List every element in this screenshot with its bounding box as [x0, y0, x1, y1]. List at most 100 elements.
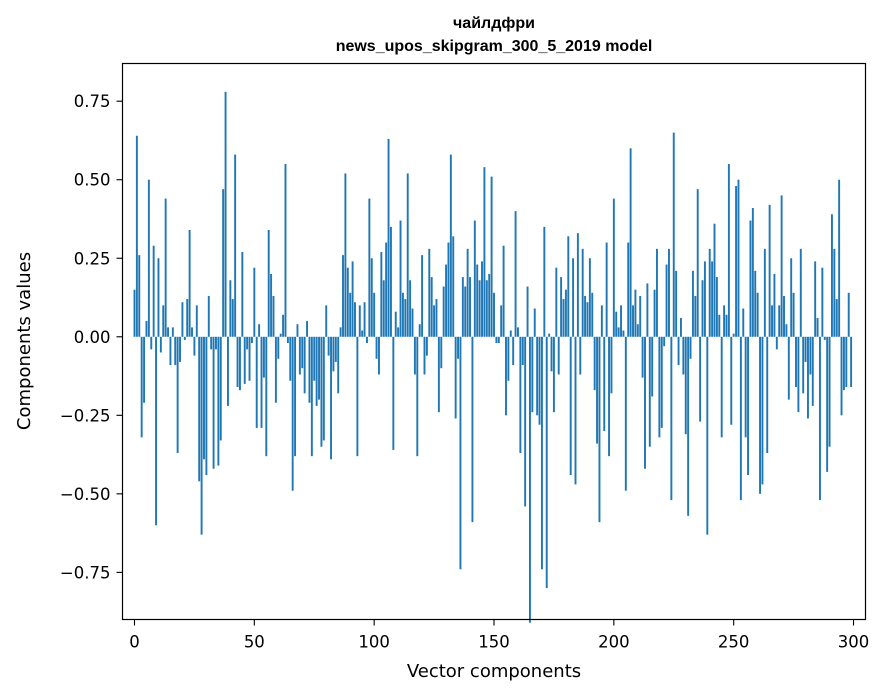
bar-117	[413, 336, 416, 375]
bar-53	[260, 336, 263, 428]
bar-202	[617, 327, 620, 337]
bar-131	[447, 242, 450, 337]
bar-166	[531, 336, 534, 413]
bar-182	[569, 336, 572, 476]
x-tick-label-100: 100	[358, 633, 390, 652]
bar-20	[181, 302, 184, 337]
bar-232	[689, 336, 692, 359]
bar-101	[375, 336, 378, 359]
bar-107	[389, 226, 392, 337]
bar-120	[421, 255, 424, 337]
bar-228	[679, 317, 682, 337]
bar-234	[694, 295, 697, 337]
bar-237	[701, 280, 704, 337]
bar-79	[322, 336, 325, 441]
bar-55	[265, 336, 268, 457]
bar-8	[152, 245, 155, 337]
bar-111	[399, 220, 402, 337]
bar-233	[691, 270, 694, 337]
bar-172	[545, 336, 548, 589]
y-tick-label--0.75: −0.75	[60, 563, 111, 582]
bar-97	[366, 336, 368, 344]
bar-106	[387, 138, 390, 337]
bar-288	[823, 336, 826, 340]
bar-196	[603, 336, 606, 432]
bar-37	[222, 189, 225, 337]
bar-274	[790, 258, 793, 337]
bar-100	[373, 292, 376, 337]
bar-157	[509, 330, 512, 337]
bar-189	[586, 302, 589, 337]
bar-68	[296, 324, 299, 337]
bar-205	[624, 336, 627, 491]
bar-241	[711, 261, 714, 337]
bar-200	[612, 198, 615, 337]
x-tick-label-250: 250	[718, 633, 750, 652]
bar-30	[205, 336, 208, 476]
bar-239	[706, 336, 709, 535]
bar-220	[660, 336, 663, 428]
bar-113	[404, 299, 407, 337]
bar-261	[759, 336, 762, 494]
bar-265	[768, 204, 771, 337]
x-tick-label-0: 0	[129, 633, 140, 652]
bar-149	[490, 176, 493, 337]
bar-226	[675, 270, 678, 337]
bar-298	[847, 292, 850, 337]
bar-135	[457, 336, 460, 359]
bar-9	[155, 336, 158, 526]
y-tick-label-0.75: 0.75	[74, 92, 111, 111]
bar-211	[639, 295, 642, 337]
bar-152	[497, 336, 500, 344]
bar-119	[418, 324, 421, 337]
bar-25	[193, 336, 196, 356]
bar-3	[140, 336, 143, 438]
bar-197	[605, 242, 608, 337]
bar-199	[610, 336, 613, 394]
bar-36	[219, 336, 222, 441]
bar-33	[212, 336, 215, 469]
bar-6	[147, 179, 150, 337]
bar-130	[445, 264, 448, 337]
bar-124	[430, 277, 433, 337]
bar-167	[533, 308, 536, 337]
bar-209	[634, 289, 637, 337]
bar-87	[342, 255, 344, 337]
bar-165	[528, 336, 531, 623]
bar-126	[435, 299, 438, 337]
bar-150	[493, 292, 495, 337]
bar-103	[380, 251, 383, 337]
bar-195	[600, 305, 603, 337]
bar-249	[730, 336, 733, 425]
bar-63	[284, 164, 287, 337]
bar-123	[428, 248, 431, 337]
bar-219	[658, 336, 661, 438]
bar-158	[512, 336, 515, 366]
bar-7	[150, 336, 153, 350]
bar-293	[835, 299, 838, 337]
bar-73	[308, 336, 311, 403]
bar-51	[255, 336, 258, 428]
bar-283	[811, 336, 814, 406]
bar-10	[157, 258, 160, 337]
bar-45	[241, 251, 244, 337]
bar-52	[258, 324, 261, 337]
bar-258	[751, 207, 754, 337]
bar-198	[608, 336, 611, 457]
x-tick-label-150: 150	[478, 633, 510, 652]
bar-74	[310, 336, 313, 457]
bar-214	[646, 283, 649, 337]
bar-118	[416, 336, 419, 457]
bar-187	[581, 248, 584, 337]
bar-142	[473, 220, 476, 337]
bar-57	[270, 273, 273, 337]
bar-116	[411, 308, 414, 337]
x-tick-label-300: 300	[838, 633, 870, 652]
bar-212	[641, 336, 644, 378]
bar-240	[708, 248, 711, 337]
bar-267	[773, 273, 776, 337]
bar-177	[557, 336, 560, 375]
bar-22	[186, 299, 189, 337]
bar-67	[294, 336, 297, 457]
bar-230	[684, 336, 687, 435]
